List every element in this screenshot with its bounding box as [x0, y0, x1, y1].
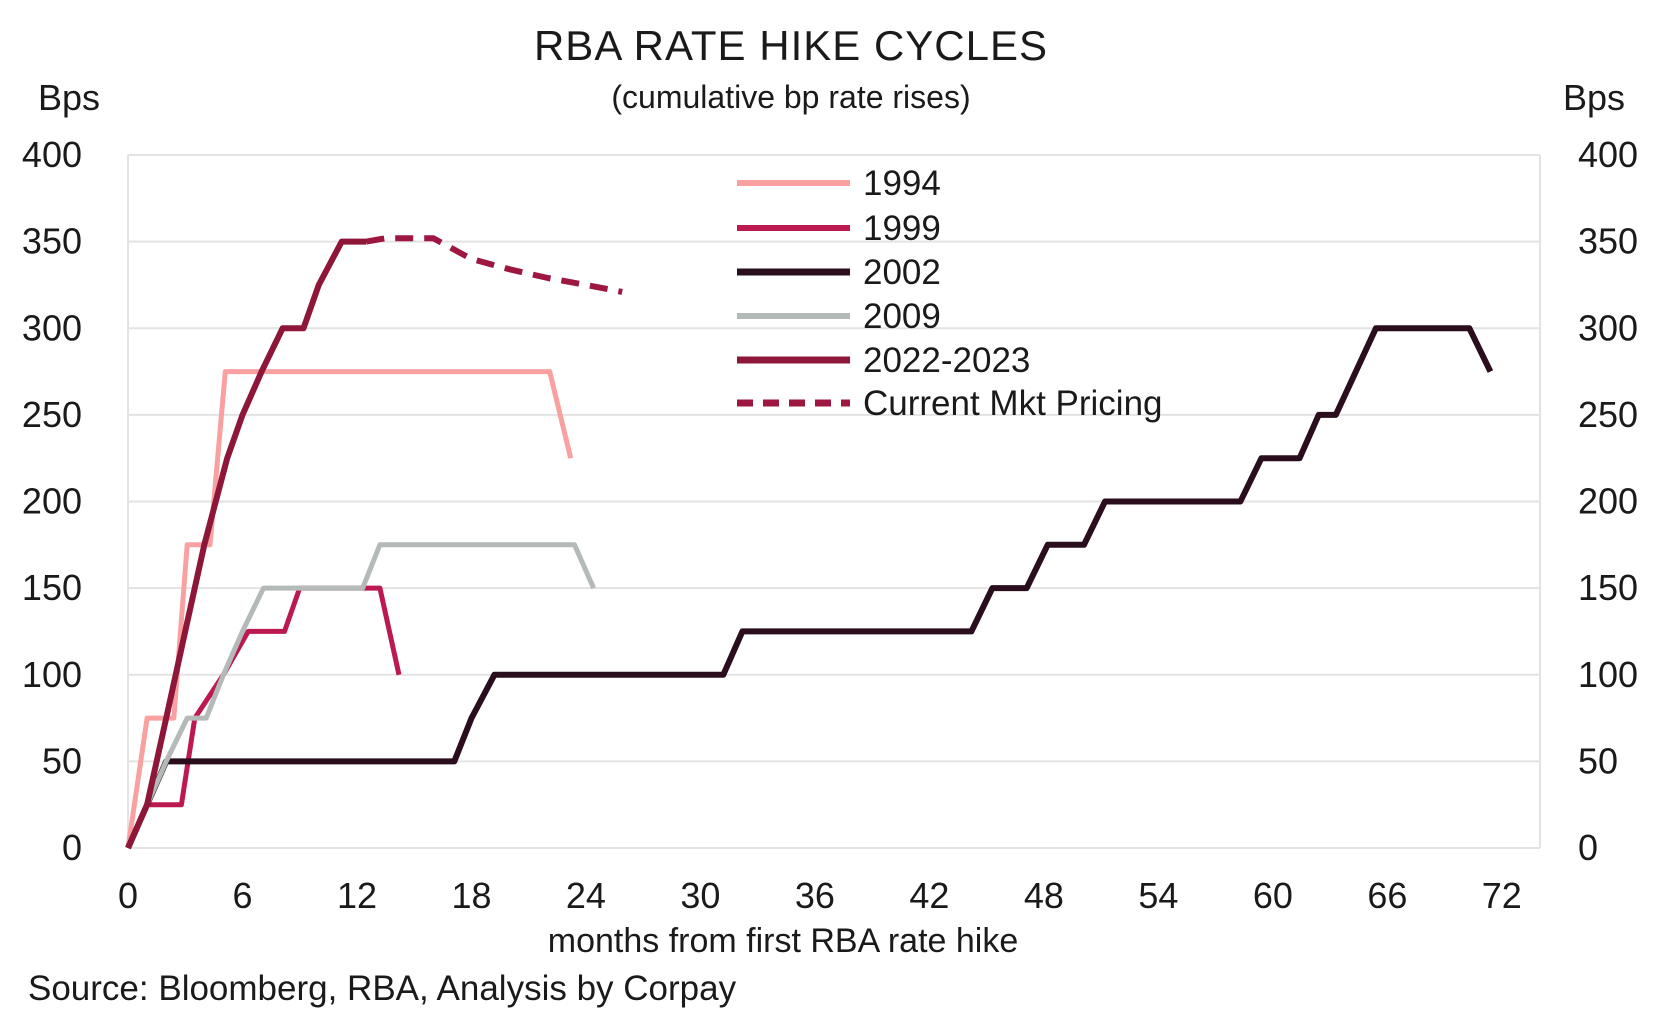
y-tick-right-100: 100	[1578, 654, 1638, 695]
y-tick-left-250: 250	[22, 394, 82, 435]
x-tick-54: 54	[1138, 875, 1178, 916]
x-tick-30: 30	[680, 875, 720, 916]
y-tick-left-150: 150	[22, 567, 82, 608]
legend-label-1999: 1999	[863, 209, 941, 248]
y-tick-left-0: 0	[62, 827, 82, 868]
series-line-2022-2023	[125, 238, 367, 850]
series-line-2009	[125, 542, 596, 850]
y-tick-right-0: 0	[1578, 827, 1598, 868]
x-tick-24: 24	[566, 875, 606, 916]
y-tick-right-50: 50	[1578, 740, 1618, 781]
y-tick-right-250: 250	[1578, 394, 1638, 435]
y-tick-right-400: 400	[1578, 134, 1638, 175]
x-tick-60: 60	[1253, 875, 1293, 916]
series-line-current-mkt-pricing	[365, 235, 623, 295]
source-note: Source: Bloomberg, RBA, Analysis by Corp…	[28, 969, 737, 1008]
x-tick-36: 36	[795, 875, 835, 916]
x-tick-6: 6	[232, 875, 252, 916]
x-tick-0: 0	[118, 875, 138, 916]
series-line-1994	[125, 369, 574, 849]
x-axis-ticks: 0 6 12 18 24 30 36 42 48 54 60 66 72	[118, 875, 1522, 916]
x-tick-72: 72	[1482, 875, 1522, 916]
y-tick-left-100: 100	[22, 654, 82, 695]
legend-label-2002: 2002	[863, 253, 941, 292]
x-tick-48: 48	[1024, 875, 1064, 916]
y-tick-right-350: 350	[1578, 221, 1638, 262]
chart-title: RBA RATE HIKE CYCLES	[534, 22, 1048, 69]
y-axis-ticks-right: 0 50 100 150 200 250 300 350 400	[1578, 134, 1638, 868]
x-tick-42: 42	[909, 875, 949, 916]
y-tick-left-400: 400	[22, 134, 82, 175]
y-tick-right-300: 300	[1578, 307, 1638, 348]
series-layer	[125, 235, 1494, 850]
y-axis-label-right: Bps	[1563, 77, 1625, 118]
y-tick-left-50: 50	[42, 740, 82, 781]
series-line-2002	[125, 325, 1494, 850]
legend-label-2022-2023: 2022-2023	[863, 341, 1030, 380]
gridline-layer	[127, 154, 1541, 849]
legend-label-2009: 2009	[863, 297, 941, 336]
x-tick-12: 12	[337, 875, 377, 916]
x-tick-66: 66	[1367, 875, 1407, 916]
x-axis-title: months from first RBA rate hike	[548, 922, 1019, 960]
chart-legend: 1994 1999 2002 2009 2022-2023 Current Mkt Pri…	[737, 164, 1163, 423]
y-tick-left-300: 300	[22, 307, 82, 348]
chart-subtitle: (cumulative bp rate rises)	[611, 79, 970, 115]
y-tick-left-350: 350	[22, 221, 82, 262]
y-tick-right-150: 150	[1578, 567, 1638, 608]
legend-label-current-mkt-pricing: Current Mkt Pricing	[863, 384, 1163, 423]
y-tick-right-200: 200	[1578, 481, 1638, 522]
x-tick-18: 18	[451, 875, 491, 916]
y-axis-label-left: Bps	[38, 77, 100, 118]
y-axis-ticks-left: 0 50 100 150 200 250 300 350 400	[22, 134, 82, 868]
y-tick-left-200: 200	[22, 481, 82, 522]
legend-label-1994: 1994	[863, 164, 941, 203]
